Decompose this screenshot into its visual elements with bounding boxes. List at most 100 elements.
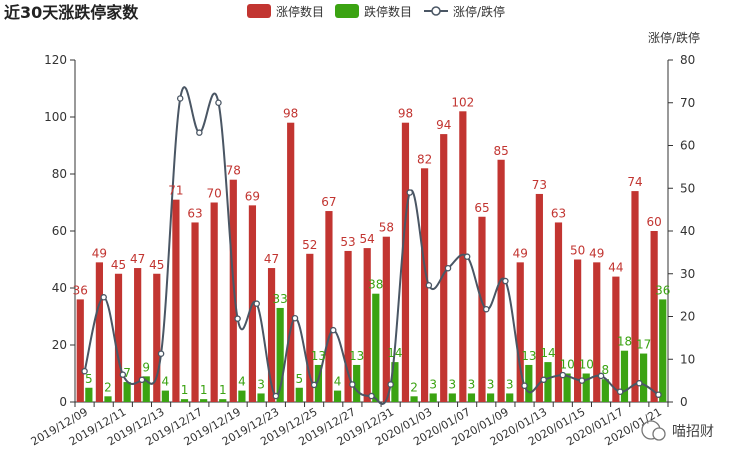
y-right-tick-label: 0 [680, 395, 688, 409]
bar-limit-down [161, 390, 169, 402]
legend-item-limit-down[interactable]: 跌停数目 [335, 4, 412, 19]
bar-limit-up [134, 268, 142, 402]
y-left-tick-label: 0 [59, 395, 67, 409]
y-left-tick-label: 20 [52, 338, 67, 352]
bar-limit-up [344, 250, 352, 402]
data-label-limit-up: 65 [474, 201, 489, 215]
legend-label-ratio: 涨停/跌停 [453, 4, 505, 19]
bar-limit-up [612, 276, 620, 402]
data-label-limit-down: 4 [334, 375, 342, 389]
bar-limit-down [142, 376, 150, 402]
bar-limit-up [114, 273, 123, 402]
data-label-limit-up: 71 [168, 184, 183, 198]
y-right-tick-label: 50 [680, 181, 695, 195]
ratio-point [81, 367, 88, 375]
bar-limit-down [525, 364, 533, 402]
bar-limit-up [95, 262, 103, 402]
bar-limit-up [325, 211, 333, 402]
data-label-limit-up: 50 [570, 244, 585, 258]
bar-limit-up [593, 262, 601, 402]
ratio-point [463, 253, 471, 260]
ratio-point [119, 371, 127, 378]
data-label-limit-down: 36 [655, 283, 670, 297]
bar-limit-up [535, 193, 543, 402]
bar-limit-down [85, 387, 93, 402]
data-label-limit-down: 38 [368, 278, 383, 292]
data-label-limit-down: 2 [410, 380, 418, 394]
ratio-point [215, 99, 222, 107]
data-label-limit-down: 33 [273, 292, 288, 306]
data-label-limit-up: 98 [398, 107, 413, 121]
bar-limit-down [506, 393, 514, 402]
data-label-limit-down: 1 [200, 383, 208, 397]
data-label-limit-down: 3 [257, 377, 265, 391]
bar-limit-down [601, 379, 609, 402]
bar-limit-up [210, 202, 218, 402]
ratio-point [138, 376, 146, 384]
data-label-limit-down: 3 [506, 377, 514, 391]
data-label-limit-up: 52 [302, 238, 317, 252]
bar-limit-up [191, 222, 199, 402]
data-label-limit-up: 85 [493, 144, 508, 158]
data-label-limit-up: 82 [417, 152, 432, 166]
legend-item-ratio[interactable]: 涨停/跌停 [424, 4, 505, 19]
legend-swatch-limit-down [335, 4, 359, 18]
ratio-point [349, 381, 356, 388]
bar-limit-down [200, 399, 208, 402]
data-label-limit-down: 1 [219, 383, 227, 397]
bar-limit-up [363, 248, 371, 402]
right-axis-name: 涨停/跌停 [648, 30, 700, 45]
y-right-tick-label: 40 [680, 224, 695, 238]
legend-label-limit-down: 跌停数目 [364, 4, 412, 19]
data-label-limit-up: 36 [73, 283, 88, 297]
data-label-limit-down: 10 [559, 358, 574, 372]
ratio-point [100, 294, 107, 301]
y-left-tick-label: 80 [52, 167, 67, 181]
data-label-limit-up: 63 [187, 206, 202, 220]
ratio-point [176, 95, 184, 102]
ratio-point [425, 282, 433, 289]
data-label-limit-down: 8 [602, 363, 610, 377]
data-label-limit-up: 49 [589, 246, 604, 260]
bar-limit-up [172, 199, 180, 402]
legend-item-limit-up[interactable]: 涨停数目 [247, 4, 324, 19]
data-label-limit-down: 14 [540, 346, 555, 360]
data-label-limit-down: 14 [387, 346, 402, 360]
data-label-limit-up: 45 [149, 258, 164, 272]
bar-limit-down [295, 387, 303, 402]
bar-limit-down [544, 362, 552, 402]
data-label-limit-down: 18 [617, 335, 632, 349]
bar-limit-up [267, 268, 276, 402]
data-label-limit-up: 45 [111, 258, 126, 272]
data-label-limit-down: 7 [123, 366, 131, 380]
bar-limit-down [333, 390, 342, 402]
bar-limit-down [180, 399, 189, 402]
bar-limit-up [401, 122, 410, 402]
bar-limit-down [238, 390, 246, 402]
data-label-limit-up: 60 [646, 215, 661, 229]
data-label-limit-up: 44 [608, 261, 623, 275]
bar-limit-down [659, 299, 667, 402]
y-right-tick-label: 10 [680, 352, 695, 366]
legend-swatch-limit-up [247, 4, 271, 18]
data-label-limit-up: 49 [513, 246, 528, 260]
bar-limit-down [391, 362, 399, 402]
y-right-tick-label: 60 [680, 139, 695, 153]
ratio-point [253, 300, 260, 307]
ratio-point [291, 314, 299, 322]
data-label-limit-up: 70 [207, 187, 222, 201]
bar-limit-up [420, 168, 429, 402]
data-label-limit-up: 73 [532, 178, 547, 192]
data-label-limit-down: 17 [636, 338, 651, 352]
y-left-tick-label: 100 [44, 110, 67, 124]
ratio-point [329, 326, 337, 334]
ratio-point [387, 381, 394, 388]
data-label-limit-up: 53 [340, 235, 355, 249]
data-label-limit-up: 98 [283, 107, 298, 121]
watermark: 喵招财 [641, 420, 714, 441]
data-label-limit-down: 4 [162, 375, 170, 389]
bar-limit-up [516, 262, 524, 402]
data-label-limit-down: 1 [181, 383, 189, 397]
y-right-tick-label: 20 [680, 310, 695, 324]
ratio-point [483, 305, 490, 313]
